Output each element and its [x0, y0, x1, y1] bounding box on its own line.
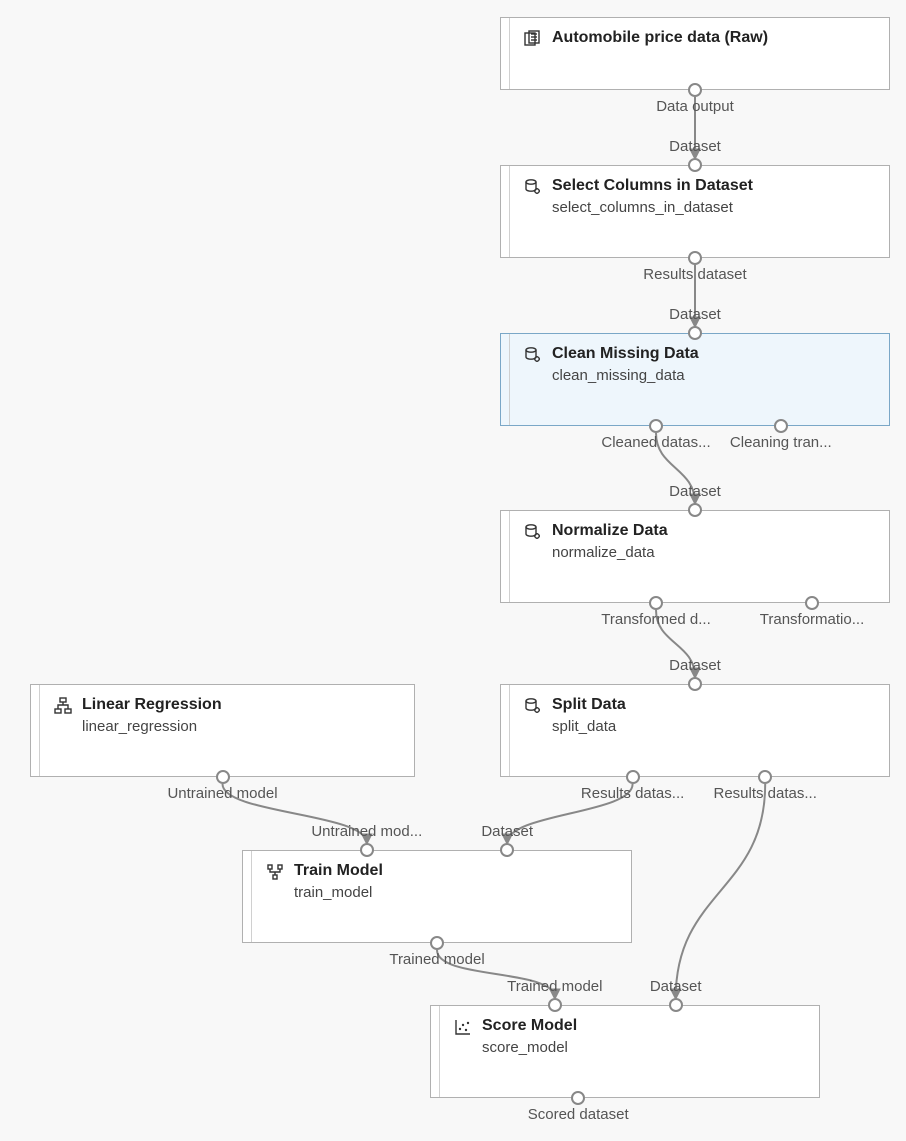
db-gear-icon	[524, 521, 546, 592]
node-accent	[431, 1006, 440, 1097]
port-out-clean-out1[interactable]	[649, 419, 663, 433]
node-title: Train Model	[294, 861, 617, 882]
port-in-score-in2[interactable]	[669, 998, 683, 1012]
port-label: Dataset	[650, 978, 702, 995]
port-label: Trained model	[389, 951, 484, 968]
node-text: Split Datasplit_data	[546, 695, 875, 766]
port-in-train-in1[interactable]	[360, 843, 374, 857]
port-label: Cleaning tran...	[730, 434, 832, 451]
node-text: Normalize Datanormalize_data	[546, 521, 875, 592]
db-gear-icon	[524, 176, 546, 247]
node-title: Split Data	[552, 695, 875, 716]
port-label: Results datas...	[581, 785, 684, 802]
port-in-train-in2[interactable]	[500, 843, 514, 857]
port-label: Untrained model	[167, 785, 277, 802]
port-in-normalize-in[interactable]	[688, 503, 702, 517]
port-in-select_cols-in[interactable]	[688, 158, 702, 172]
node-subtitle: normalize_data	[552, 543, 875, 563]
node-subtitle: score_model	[482, 1038, 805, 1058]
port-label: Dataset	[481, 823, 533, 840]
node-title: Clean Missing Data	[552, 344, 875, 365]
db-gear-icon	[524, 344, 546, 415]
node-title: Automobile price data (Raw)	[552, 28, 875, 49]
port-out-normalize-out1[interactable]	[649, 596, 663, 610]
node-title: Select Columns in Dataset	[552, 176, 875, 197]
node-title: Normalize Data	[552, 521, 875, 542]
node-subtitle: train_model	[294, 883, 617, 903]
tree-icon	[54, 695, 76, 766]
node-subtitle: clean_missing_data	[552, 366, 875, 386]
node-subtitle: linear_regression	[82, 717, 400, 737]
node-text: Select Columns in Datasetselect_columns_…	[546, 176, 875, 247]
node-body: Normalize Datanormalize_data	[510, 511, 889, 602]
node-text: Score Modelscore_model	[476, 1016, 805, 1087]
port-label: Cleaned datas...	[601, 434, 710, 451]
node-text: Clean Missing Dataclean_missing_data	[546, 344, 875, 415]
port-label: Dataset	[669, 483, 721, 500]
node-title: Linear Regression	[82, 695, 400, 716]
node-normalize[interactable]: Normalize Datanormalize_data	[500, 510, 890, 603]
port-in-clean-in[interactable]	[688, 326, 702, 340]
port-label: Data output	[656, 98, 734, 115]
node-title: Score Model	[482, 1016, 805, 1037]
node-body: Train Modeltrain_model	[252, 851, 631, 942]
node-score[interactable]: Score Modelscore_model	[430, 1005, 820, 1098]
node-accent	[501, 18, 510, 89]
node-accent	[501, 166, 510, 257]
port-out-split-out1[interactable]	[626, 770, 640, 784]
node-split[interactable]: Split Datasplit_data	[500, 684, 890, 777]
pipeline-canvas[interactable]: Automobile price data (Raw) Data output Se…	[0, 0, 906, 1141]
node-body: Clean Missing Dataclean_missing_data	[510, 334, 889, 425]
port-label: Trained model	[507, 978, 602, 995]
node-clean[interactable]: Clean Missing Dataclean_missing_data	[500, 333, 890, 426]
node-accent	[501, 685, 510, 776]
node-subtitle: select_columns_in_dataset	[552, 198, 875, 218]
node-body: Linear Regressionlinear_regression	[40, 685, 414, 776]
port-out-clean-out2[interactable]	[774, 419, 788, 433]
port-out-train-out[interactable]	[430, 936, 444, 950]
node-body: Automobile price data (Raw)	[510, 18, 889, 89]
port-label: Dataset	[669, 138, 721, 155]
node-accent	[243, 851, 252, 942]
node-train[interactable]: Train Modeltrain_model	[242, 850, 632, 943]
port-label: Dataset	[669, 657, 721, 674]
db-gear-icon	[524, 695, 546, 766]
port-out-automobile-out[interactable]	[688, 83, 702, 97]
port-label: Results dataset	[643, 266, 746, 283]
port-label: Transformed d...	[601, 611, 710, 628]
port-out-linreg-out[interactable]	[216, 770, 230, 784]
node-linreg[interactable]: Linear Regressionlinear_regression	[30, 684, 415, 777]
node-automobile[interactable]: Automobile price data (Raw)	[500, 17, 890, 90]
node-accent	[31, 685, 40, 776]
edge	[676, 784, 766, 998]
node-text: Train Modeltrain_model	[288, 861, 617, 932]
port-out-normalize-out2[interactable]	[805, 596, 819, 610]
dataset-icon	[524, 28, 546, 79]
port-out-select_cols-out[interactable]	[688, 251, 702, 265]
node-accent	[501, 511, 510, 602]
port-label: Scored dataset	[528, 1106, 629, 1123]
node-body: Select Columns in Datasetselect_columns_…	[510, 166, 889, 257]
node-body: Score Modelscore_model	[440, 1006, 819, 1097]
port-label: Untrained mod...	[311, 823, 422, 840]
port-out-split-out2[interactable]	[758, 770, 772, 784]
node-body: Split Datasplit_data	[510, 685, 889, 776]
port-in-split-in[interactable]	[688, 677, 702, 691]
port-label: Transformatio...	[760, 611, 864, 628]
node-text: Automobile price data (Raw)	[546, 28, 875, 79]
port-in-score-in1[interactable]	[548, 998, 562, 1012]
node-subtitle: split_data	[552, 717, 875, 737]
node-accent	[501, 334, 510, 425]
node-text: Linear Regressionlinear_regression	[76, 695, 400, 766]
port-out-score-out[interactable]	[571, 1091, 585, 1105]
scatter-icon	[454, 1016, 476, 1087]
node-select_cols[interactable]: Select Columns in Datasetselect_columns_…	[500, 165, 890, 258]
port-label: Dataset	[669, 306, 721, 323]
train-icon	[266, 861, 288, 932]
port-label: Results datas...	[713, 785, 816, 802]
